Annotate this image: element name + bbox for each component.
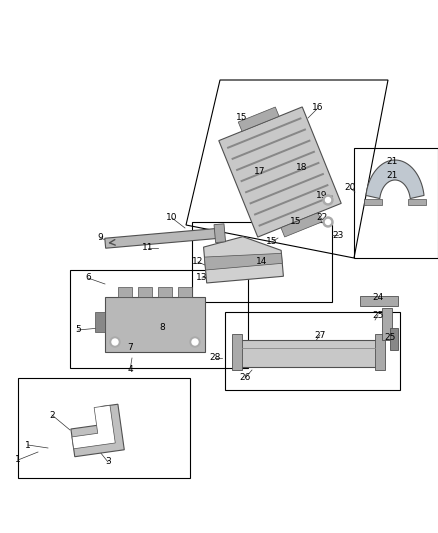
Text: 24: 24 xyxy=(372,294,384,303)
Polygon shape xyxy=(236,140,311,171)
Polygon shape xyxy=(105,297,205,352)
Text: 5: 5 xyxy=(75,326,81,335)
Text: 2: 2 xyxy=(49,410,55,419)
Polygon shape xyxy=(214,224,226,243)
Text: 21: 21 xyxy=(386,171,398,180)
Polygon shape xyxy=(375,334,385,370)
Text: 1: 1 xyxy=(25,440,31,449)
Polygon shape xyxy=(118,287,132,297)
Polygon shape xyxy=(254,184,328,216)
Text: 21: 21 xyxy=(386,157,398,166)
Circle shape xyxy=(192,339,198,345)
Polygon shape xyxy=(231,128,306,160)
Polygon shape xyxy=(95,312,105,332)
Polygon shape xyxy=(245,161,320,193)
Text: 15: 15 xyxy=(236,114,248,123)
Polygon shape xyxy=(364,199,381,205)
Polygon shape xyxy=(72,405,115,449)
Polygon shape xyxy=(158,287,172,297)
Circle shape xyxy=(190,337,200,347)
Text: 11: 11 xyxy=(142,244,154,253)
Polygon shape xyxy=(232,334,242,370)
Text: 22: 22 xyxy=(316,214,328,222)
Polygon shape xyxy=(237,340,380,367)
Polygon shape xyxy=(366,160,424,199)
Polygon shape xyxy=(281,213,322,237)
Circle shape xyxy=(323,217,333,227)
Text: 8: 8 xyxy=(159,324,165,333)
Text: 15: 15 xyxy=(266,238,278,246)
Polygon shape xyxy=(205,253,282,270)
Text: 15: 15 xyxy=(290,217,302,227)
Polygon shape xyxy=(240,150,315,182)
Polygon shape xyxy=(390,328,398,350)
Text: 23: 23 xyxy=(332,230,344,239)
Text: 13: 13 xyxy=(196,273,208,282)
Text: 25: 25 xyxy=(384,334,396,343)
Circle shape xyxy=(323,195,333,205)
Polygon shape xyxy=(105,228,220,248)
Polygon shape xyxy=(71,404,124,457)
Polygon shape xyxy=(219,107,341,237)
Circle shape xyxy=(325,220,331,224)
Text: 7: 7 xyxy=(127,343,133,352)
Text: 4: 4 xyxy=(127,366,133,375)
Polygon shape xyxy=(204,237,283,283)
Text: 1: 1 xyxy=(15,456,21,464)
Circle shape xyxy=(112,339,118,345)
Polygon shape xyxy=(249,173,324,205)
Text: 25: 25 xyxy=(372,311,384,319)
Polygon shape xyxy=(258,195,333,227)
Text: 28: 28 xyxy=(209,353,221,362)
Text: 9: 9 xyxy=(97,233,103,243)
Text: 20: 20 xyxy=(344,183,356,192)
Text: 19: 19 xyxy=(316,190,328,199)
Text: 18: 18 xyxy=(296,164,308,173)
Text: 12: 12 xyxy=(192,257,204,266)
Text: 3: 3 xyxy=(105,457,111,466)
Text: 10: 10 xyxy=(166,214,178,222)
Text: 14: 14 xyxy=(256,257,268,266)
Text: 26: 26 xyxy=(239,374,251,383)
Polygon shape xyxy=(360,296,398,306)
Text: 6: 6 xyxy=(85,273,91,282)
Polygon shape xyxy=(238,107,279,131)
Text: 27: 27 xyxy=(314,330,326,340)
Polygon shape xyxy=(227,117,302,149)
Text: 17: 17 xyxy=(254,167,266,176)
Polygon shape xyxy=(138,287,152,297)
Polygon shape xyxy=(382,308,392,340)
Circle shape xyxy=(325,198,331,203)
Circle shape xyxy=(110,337,120,347)
Polygon shape xyxy=(408,199,427,205)
Polygon shape xyxy=(178,287,192,297)
Text: 16: 16 xyxy=(312,103,324,112)
